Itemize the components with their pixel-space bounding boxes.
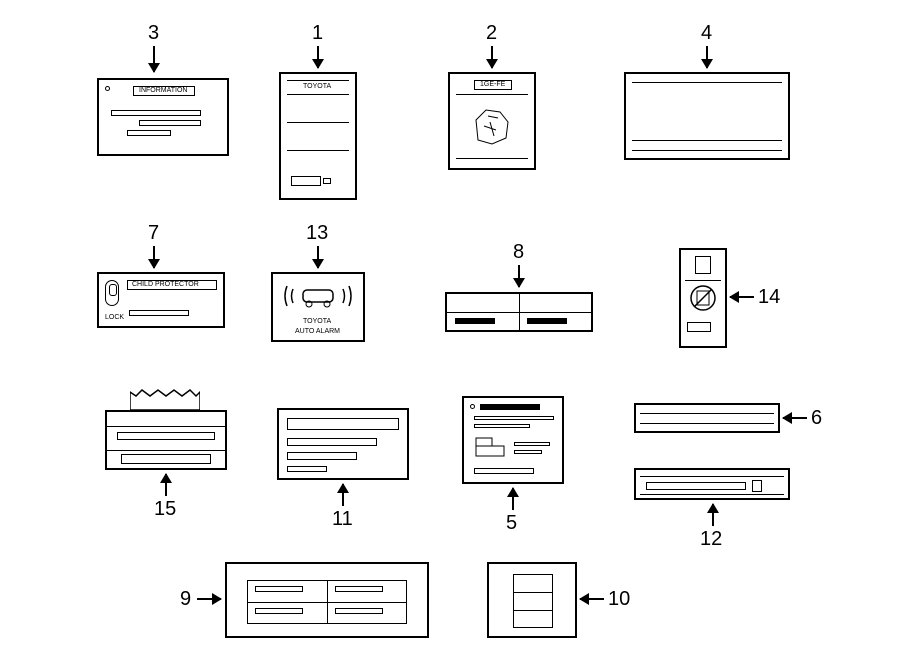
callout-15: 15 [154, 498, 176, 521]
arrow-10 [580, 598, 604, 600]
part-6-label [634, 403, 780, 433]
callout-8: 8 [513, 241, 524, 264]
part-8-label [445, 292, 593, 332]
arrow-12 [712, 504, 714, 526]
part-3-text: INFORMATION [139, 87, 187, 94]
arrow-1 [317, 46, 319, 68]
callout-13: 13 [306, 222, 328, 245]
part-7-text: CHILD PROTECTOR [132, 281, 199, 288]
engine-icon [468, 102, 518, 152]
arrow-2 [491, 46, 493, 68]
part-14-label [679, 248, 727, 348]
callout-10: 10 [608, 588, 630, 611]
arrow-5 [512, 488, 514, 510]
callout-1: 1 [312, 22, 323, 45]
part-1-toyota-label: TOYOTA [279, 72, 357, 200]
arrow-8 [518, 265, 520, 287]
part-2-text: 1GE-FE [480, 81, 505, 88]
part-11-label [277, 408, 409, 480]
callout-9: 9 [180, 588, 191, 611]
callout-7: 7 [148, 222, 159, 245]
part-5-label [462, 396, 564, 484]
callout-14: 14 [758, 286, 780, 309]
arrow-14 [730, 296, 754, 298]
diagram-canvas: 1 TOYOTA 2 1GE-FE 3 INFORMATION 4 [0, 0, 900, 661]
part-4-label [624, 72, 790, 160]
part-2-engine-label: 1GE-FE [448, 72, 536, 170]
arrow-9 [197, 598, 221, 600]
no-icon [689, 284, 717, 312]
torn-edge-icon [130, 388, 200, 412]
arrow-3 [153, 46, 155, 72]
part-13-text2: AUTO ALARM [295, 328, 340, 335]
arrow-6 [783, 417, 807, 419]
callout-5: 5 [506, 512, 517, 535]
callout-2: 2 [486, 22, 497, 45]
part-15-label [105, 410, 227, 470]
alarm-icon [281, 280, 355, 314]
callout-3: 3 [148, 22, 159, 45]
callout-11: 11 [332, 508, 353, 531]
callout-4: 4 [701, 22, 712, 45]
part-3-information-label: INFORMATION [97, 78, 229, 156]
callout-6: 6 [811, 407, 822, 430]
arrow-7 [153, 246, 155, 268]
part-7-child-protector-label: CHILD PROTECTOR LOCK [97, 272, 225, 328]
part-13-auto-alarm-label: TOYOTA AUTO ALARM [271, 272, 365, 342]
part-12-label [634, 468, 790, 500]
callout-12: 12 [700, 528, 722, 551]
arrow-15 [165, 474, 167, 496]
arrow-4 [706, 46, 708, 68]
part-7-text2: LOCK [105, 314, 124, 321]
part-1-text: TOYOTA [303, 83, 331, 90]
shape-icon [474, 436, 510, 460]
arrow-11 [342, 484, 344, 506]
part-9-label [225, 562, 429, 638]
part-13-text: TOYOTA [303, 318, 331, 325]
part-10-label [487, 562, 577, 638]
arrow-13 [317, 246, 319, 268]
